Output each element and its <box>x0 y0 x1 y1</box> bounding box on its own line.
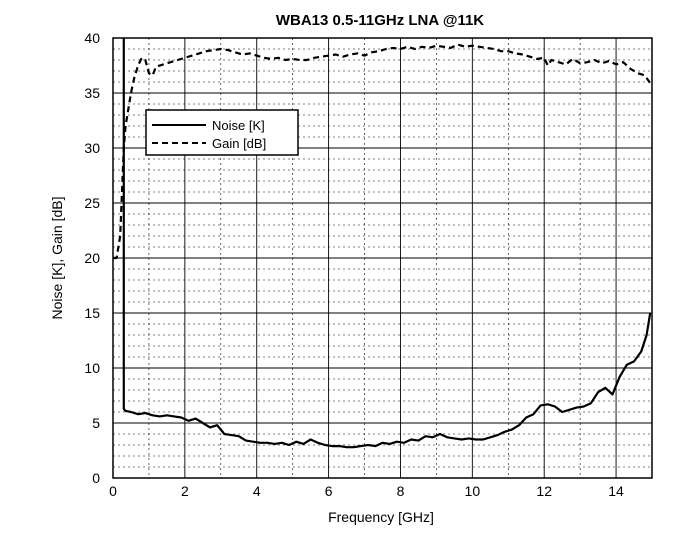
grid <box>113 38 652 478</box>
y-tick-label: 15 <box>84 305 100 321</box>
y-tick-label: 10 <box>84 360 100 376</box>
x-tick-label: 2 <box>181 483 189 499</box>
series-line-gain <box>113 43 652 260</box>
y-tick-label: 40 <box>84 30 100 46</box>
y-tick-label: 25 <box>84 195 100 211</box>
y-tick-label: 0 <box>92 470 100 486</box>
legend-label-gain: Gain [dB] <box>212 136 266 151</box>
x-tick-label: 14 <box>608 483 624 499</box>
x-axis-label: Frequency [GHz] <box>328 509 434 525</box>
legend-label-noise: Noise [K] <box>212 118 265 133</box>
y-tick-label: 20 <box>84 250 100 266</box>
x-tick-label: 4 <box>253 483 261 499</box>
legend: Noise [K] Gain [dB] <box>145 109 299 156</box>
y-axis-label: Noise [K], Gain [dB] <box>49 197 65 320</box>
series-line-noise <box>122 38 652 449</box>
x-tick-label: 8 <box>397 483 405 499</box>
y-tick-label: 35 <box>84 85 100 101</box>
x-tick-label: 0 <box>109 483 117 499</box>
x-tick-label: 12 <box>536 483 552 499</box>
tick-labels: 0 2 4 6 8 10 12 14 0 5 10 15 20 25 30 35 40 <box>84 30 624 499</box>
x-tick-label: 6 <box>325 483 333 499</box>
chart-title: WBA13 0.5-11GHz LNA @11K <box>276 12 484 29</box>
series-layer <box>113 38 652 449</box>
y-tick-label: 5 <box>92 415 100 431</box>
legend-box <box>145 109 299 156</box>
plot-frame <box>112 37 653 479</box>
x-tick-label: 10 <box>465 483 481 499</box>
y-tick-label: 30 <box>84 140 100 156</box>
